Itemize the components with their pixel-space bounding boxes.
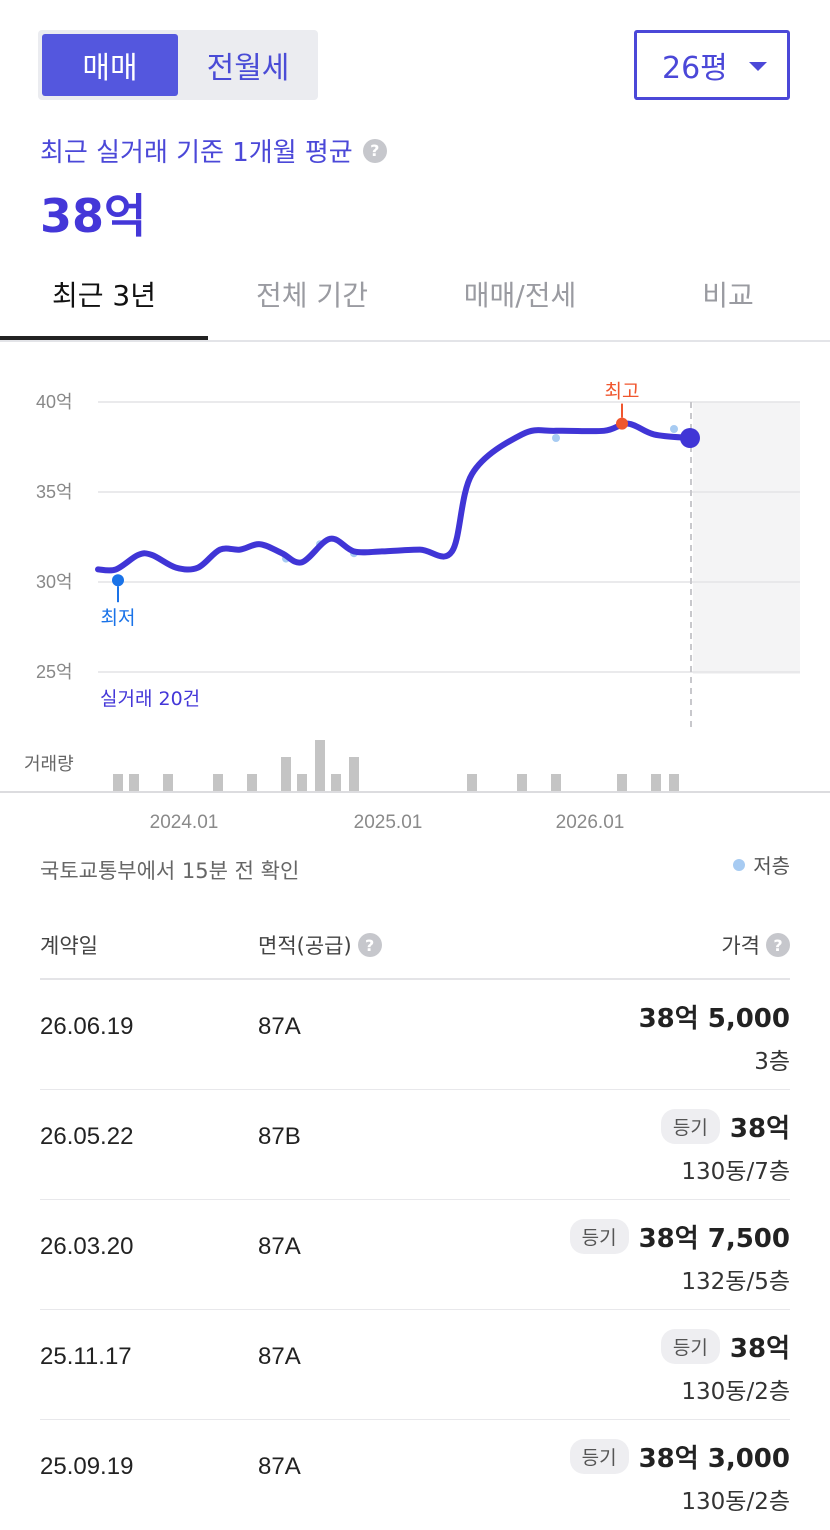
volume-bar [467,774,477,791]
max-price-point [616,417,628,430]
x-tick-label: 2026.01 [556,812,625,833]
low-floor-point [552,434,560,442]
trade-type-toggle: 매매 전월세 [38,30,318,100]
average-price-value: 38억 [40,189,147,243]
header-area: 면적(공급) ? [258,930,382,960]
volume-bar [281,757,291,791]
volume-bar [349,757,359,791]
caret-down-icon [749,62,767,71]
y-tick-label: 40억 [36,392,73,412]
row-date: 26.03.20 [40,1233,134,1260]
registered-badge: 등기 [569,1439,629,1474]
volume-bar [113,774,123,791]
row-area: 87A [258,1343,301,1370]
row-date: 25.09.19 [40,1453,134,1480]
future-shade [693,402,800,674]
row-price-line: 등기 38억 3,000 [569,1438,790,1475]
table-row[interactable]: 26.05.22 87B 등기 38억 130동/7층 [40,1090,790,1200]
registered-badge: 등기 [660,1109,720,1144]
row-area: 87A [258,1453,301,1480]
row-price-line: 38억 5,000 [639,998,790,1035]
volume-bar [247,774,257,791]
trade-count-label: 실거래 20건 [100,688,200,710]
legend-low-floor-label: 저층 [753,854,790,878]
low-floor-dot-icon [733,858,746,871]
average-price-label-text: 최근 실거래 기준 1개월 평균 [40,138,353,168]
tab-compare[interactable]: 비교 [702,279,754,312]
price-chart-svg: 40억 35억 30억 25억 거래량 2024.01 2025.01 2026.01 최… [0,381,830,833]
tab-all-period[interactable]: 전체 기간 [256,279,368,312]
x-tick-label: 2025.01 [354,812,423,833]
min-price-label: 최저 [101,607,136,629]
price-chart[interactable]: 40억 35억 30억 25억 거래량 2024.01 2025.01 2026.01 최… [0,342,830,842]
row-price-line: 등기 38억 [660,1328,790,1365]
volume-bar [669,774,679,791]
registered-badge: 등기 [569,1219,629,1254]
tab-recent-3-years[interactable]: 최근 3년 [52,279,156,312]
volume-bar [551,774,561,791]
volume-bar [297,774,307,791]
table-row[interactable]: 26.06.19 87A 38억 5,000 3층 [40,980,790,1090]
row-price: 38억 [729,1114,790,1144]
legend-low-floor: 저층 [733,850,790,879]
max-price-label: 최고 [605,381,640,403]
help-icon[interactable]: ? [357,933,382,957]
volume-bar [315,740,325,791]
row-price-line: 등기 38억 [660,1108,790,1145]
row-price: 38억 [729,1334,790,1364]
registered-badge: 등기 [660,1329,720,1364]
row-price: 38억 5,000 [638,1004,790,1034]
volume-bar [213,774,223,791]
row-price: 38억 3,000 [638,1444,790,1474]
row-floor: 132동/5층 [681,1269,790,1295]
tab-sale-vs-jeonse[interactable]: 매매/전세 [463,279,577,312]
active-tab-indicator [0,336,208,340]
row-floor: 130동/2층 [681,1379,790,1405]
row-floor: 130동/2층 [681,1489,790,1515]
y-tick-label: 25억 [36,662,73,682]
row-floor: 130동/7층 [681,1159,790,1185]
header-date: 계약일 [40,930,98,960]
row-area: 87A [258,1013,301,1040]
trade-type-rent-button[interactable]: 전월세 [206,51,290,86]
average-price-label: 최근 실거래 기준 1개월 평균 ? [40,132,387,169]
table-row[interactable]: 25.11.17 87A 등기 38억 130동/2층 [40,1310,790,1420]
table-row[interactable]: 26.03.20 87A 등기 38억 7,500 132동/5층 [40,1200,790,1310]
low-floor-point [670,425,678,433]
volume-bar [617,774,627,791]
help-icon[interactable]: ? [362,138,387,163]
x-tick-label: 2024.01 [150,812,219,833]
header-price: 가격 ? [721,930,790,960]
volume-bar [331,774,341,791]
row-date: 26.05.22 [40,1123,134,1150]
y-tick-label: 30억 [36,572,73,592]
volume-bar [651,774,661,791]
size-select-value: 26평 [662,51,728,86]
volume-bar [129,774,139,791]
row-area: 87A [258,1233,301,1260]
current-price-point [680,428,700,448]
size-select[interactable]: 26평 [634,30,790,100]
row-date: 26.06.19 [40,1013,134,1040]
price-series-line [95,420,693,574]
row-floor: 3층 [754,1049,790,1075]
y-tick-label: 35억 [36,482,73,502]
help-icon[interactable]: ? [766,933,790,957]
row-area: 87B [258,1123,301,1150]
period-tabs: 최근 3년 전체 기간 매매/전세 비교 [0,248,830,342]
table-row[interactable]: 25.09.19 87A 등기 38억 3,000 130동/2층 [40,1420,790,1530]
header-area-label: 면적(공급) [258,934,352,958]
volume-bar [517,774,527,791]
min-price-point [112,574,124,587]
header-date-label: 계약일 [40,934,98,958]
trade-type-sale-button[interactable]: 매매 [42,34,178,96]
volume-label: 거래량 [24,754,74,774]
row-price-line: 등기 38억 7,500 [569,1218,790,1255]
row-date: 25.11.17 [40,1343,132,1370]
header-price-label: 가격 [721,934,760,958]
row-price: 38억 7,500 [638,1224,790,1254]
table-top-divider [40,978,790,980]
update-note: 국토교통부에서 15분 전 확인 [40,859,300,883]
volume-bar [163,774,173,791]
